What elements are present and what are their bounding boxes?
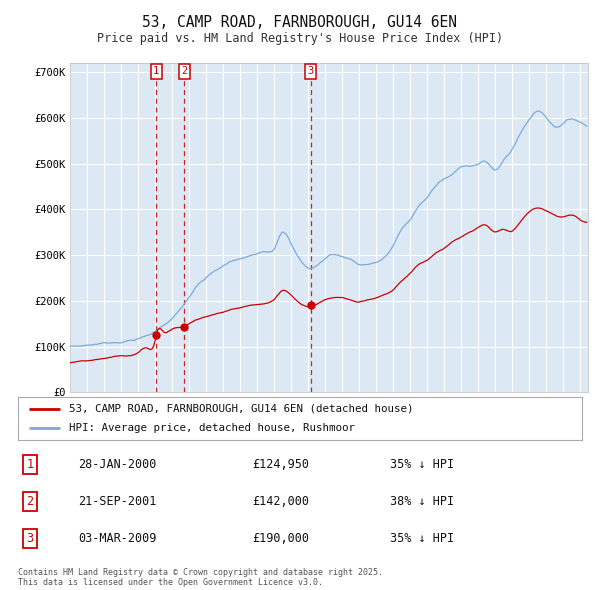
Text: 1: 1 — [26, 458, 34, 471]
Text: Contains HM Land Registry data © Crown copyright and database right 2025.
This d: Contains HM Land Registry data © Crown c… — [18, 568, 383, 587]
Text: 53, CAMP ROAD, FARNBOROUGH, GU14 6EN: 53, CAMP ROAD, FARNBOROUGH, GU14 6EN — [143, 15, 458, 30]
Text: 35% ↓ HPI: 35% ↓ HPI — [390, 458, 454, 471]
Text: £142,000: £142,000 — [252, 495, 309, 508]
Text: £190,000: £190,000 — [252, 532, 309, 545]
Text: 2: 2 — [26, 495, 34, 508]
Text: 38% ↓ HPI: 38% ↓ HPI — [390, 495, 454, 508]
Text: 3: 3 — [308, 66, 314, 76]
Text: 21-SEP-2001: 21-SEP-2001 — [78, 495, 157, 508]
Text: 3: 3 — [26, 532, 34, 545]
Text: 28-JAN-2000: 28-JAN-2000 — [78, 458, 157, 471]
Text: £124,950: £124,950 — [252, 458, 309, 471]
Text: HPI: Average price, detached house, Rushmoor: HPI: Average price, detached house, Rush… — [69, 423, 355, 433]
Text: 2: 2 — [181, 66, 187, 76]
Text: 03-MAR-2009: 03-MAR-2009 — [78, 532, 157, 545]
Text: 1: 1 — [153, 66, 160, 76]
Text: 53, CAMP ROAD, FARNBOROUGH, GU14 6EN (detached house): 53, CAMP ROAD, FARNBOROUGH, GU14 6EN (de… — [69, 404, 413, 414]
Text: 35% ↓ HPI: 35% ↓ HPI — [390, 532, 454, 545]
Text: Price paid vs. HM Land Registry's House Price Index (HPI): Price paid vs. HM Land Registry's House … — [97, 32, 503, 45]
